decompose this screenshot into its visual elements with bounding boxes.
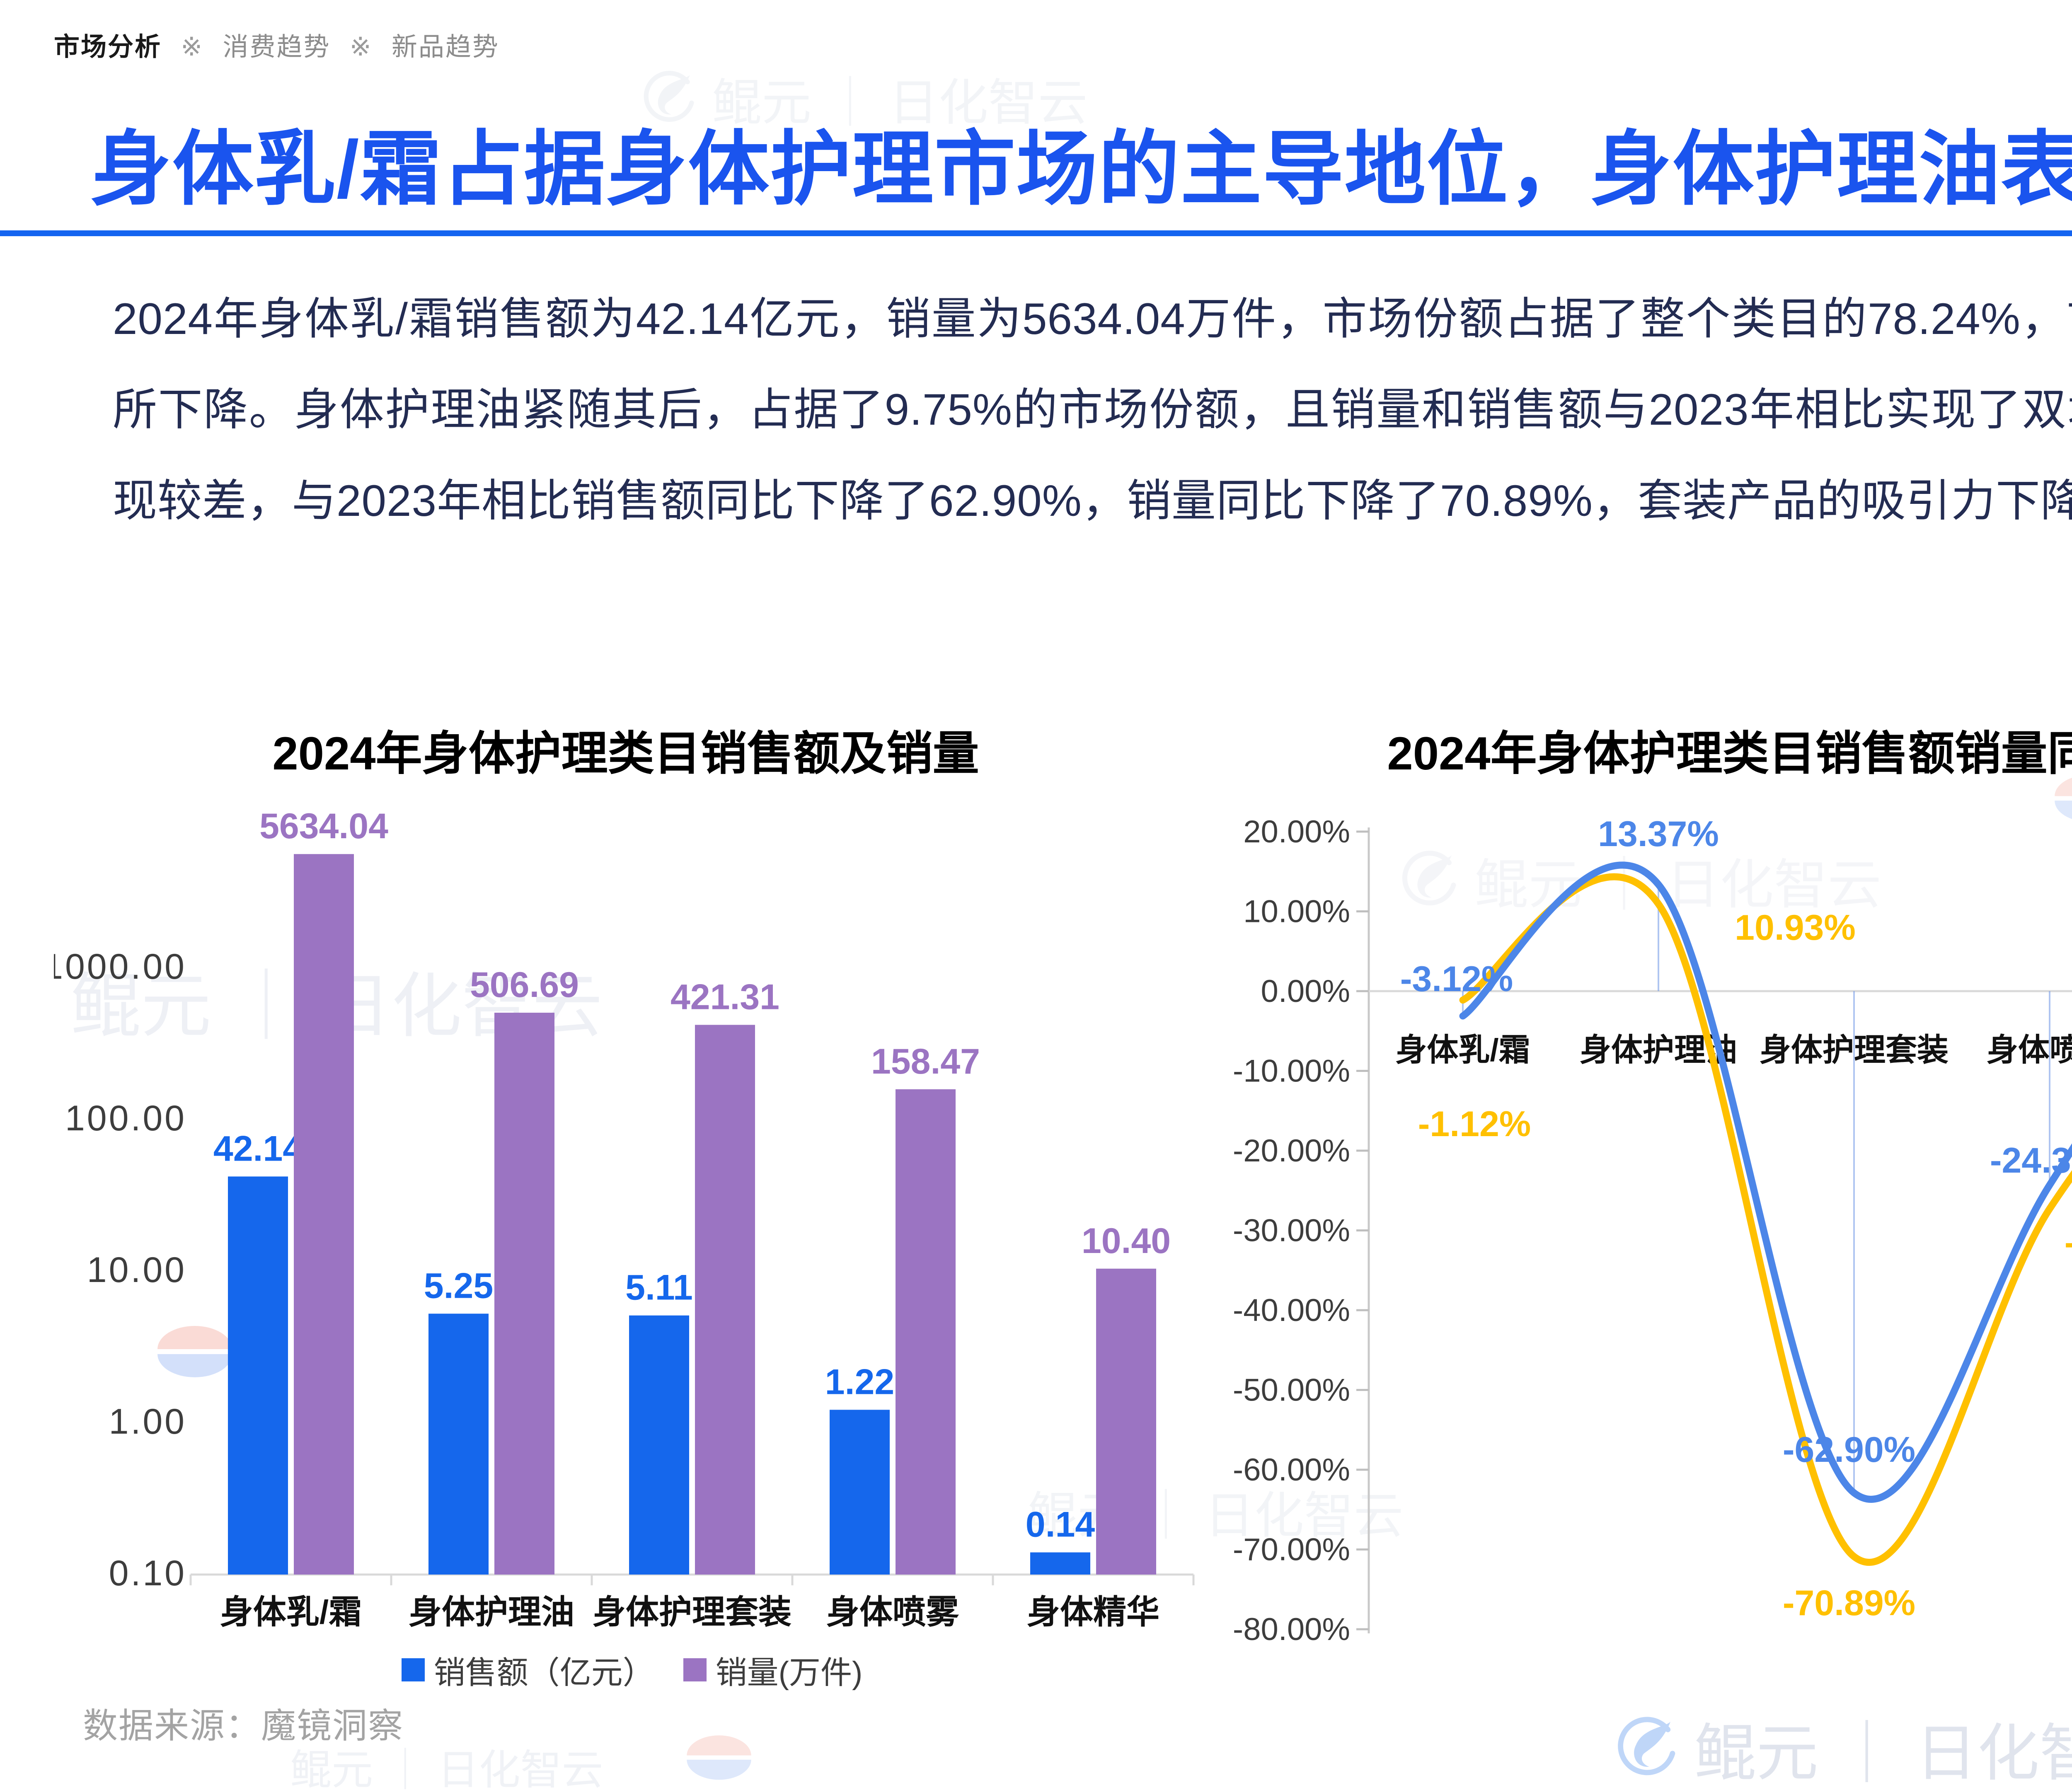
chart-text: 身体精华 bbox=[1027, 1594, 1159, 1630]
header-divider bbox=[0, 230, 2072, 236]
chart-text: -62.90% bbox=[1783, 1430, 1915, 1470]
chart-text: 身体喷雾 bbox=[1987, 1033, 2072, 1068]
bar-chart: 1000.00 100.00 10.00 1.00 0.10 42.14 5.25 5.11 1… bbox=[43, 700, 1210, 1761]
chart-text: -27.29% bbox=[2065, 1223, 2072, 1263]
chart-text: 506.69 bbox=[470, 965, 579, 1005]
chart-text: 身体乳/霜 bbox=[220, 1594, 362, 1630]
chart-text: 10.00 bbox=[87, 1250, 186, 1290]
chart-text: -10.00% bbox=[1233, 1054, 1350, 1089]
chart-text: 10.00% bbox=[1243, 894, 1350, 929]
chart-text: -1.12% bbox=[1418, 1104, 1531, 1144]
chart-text: 0.00% bbox=[1261, 974, 1351, 1009]
line-chart-canvas: 20.00% 10.00% 0.00% -10.00% -20.00% -30.00% -4… bbox=[1233, 814, 2072, 1647]
line-series-销售额同比 bbox=[1459, 861, 2072, 1503]
bar-身体护理套装-销量(万件) bbox=[695, 1025, 755, 1575]
breadcrumb-item-consumer-trend[interactable]: 消费趋势 bbox=[223, 33, 331, 61]
chart-text: -24.31% bbox=[1990, 1141, 2072, 1180]
bar-身体护理油-销售额（亿元） bbox=[428, 1313, 489, 1575]
line-series-销量同比 bbox=[1459, 873, 2072, 1566]
bar-身体精华-销售额（亿元） bbox=[1030, 1552, 1090, 1575]
breadcrumb-separator: ※ bbox=[181, 33, 204, 61]
bar-chart-title: 2024年身体护理类目销售额及销量 bbox=[272, 728, 979, 779]
chart-text: 身体护理套装 bbox=[593, 1594, 792, 1630]
summary-paragraph: 2024年身体乳/霜销售额为42.14亿元，销量为5634.04万件，市场份额占… bbox=[113, 294, 2072, 525]
chart-text: 0.10 bbox=[109, 1553, 186, 1593]
chart-text: 10.93% bbox=[1735, 908, 1856, 948]
data-source: 数据来源：魔镜洞察 bbox=[83, 1706, 404, 1745]
chart-text: -50.00% bbox=[1233, 1373, 1350, 1408]
chart-text: 1.22 bbox=[825, 1362, 894, 1402]
breadcrumb: 市场分析 ※ 消费趋势 ※ 新品趋势 bbox=[54, 26, 499, 63]
chart-text: -3.12% bbox=[1400, 959, 1513, 999]
legend-label: 销量(万件) bbox=[715, 1655, 863, 1691]
breadcrumb-separator: ※ bbox=[349, 33, 373, 61]
chart-text: -70.00% bbox=[1233, 1532, 1350, 1567]
line-chart: 20.00% 10.00% 0.00% -10.00% -20.00% -30.00% -4… bbox=[1222, 700, 2072, 1761]
bar-身体护理套装-销售额（亿元） bbox=[629, 1315, 689, 1575]
chart-text: 身体乳/霜 bbox=[1395, 1033, 1530, 1068]
line-chart-title: 2024年身体护理类目销售额销量同比 bbox=[1387, 728, 2072, 779]
bar-身体乳/霜-销售额（亿元） bbox=[228, 1176, 288, 1575]
bar-chart-legend: 销售额（亿元） 销量(万件) bbox=[54, 1647, 1210, 1693]
chart-text: 1.00 bbox=[109, 1402, 186, 1442]
chart-text: 421.31 bbox=[670, 977, 779, 1017]
chart-text: 42.14 bbox=[213, 1129, 303, 1168]
chart-text: -40.00% bbox=[1233, 1293, 1350, 1328]
legend-label: 销售额（亿元） bbox=[433, 1655, 654, 1691]
bar-身体精华-销量(万件) bbox=[1096, 1268, 1156, 1575]
chart-text: 5.11 bbox=[625, 1268, 693, 1308]
chart-text: 20.00% bbox=[1243, 814, 1350, 849]
legend-swatch bbox=[401, 1658, 425, 1681]
legend-swatch bbox=[683, 1658, 707, 1681]
bar-身体乳/霜-销量(万件) bbox=[294, 854, 354, 1575]
chart-text: 13.37% bbox=[1598, 814, 1719, 854]
chart-text: -30.00% bbox=[1233, 1213, 1350, 1248]
chart-text: -80.00% bbox=[1233, 1612, 1350, 1647]
chart-text: 身体喷雾 bbox=[826, 1594, 959, 1630]
page-title: 身体乳/霜占据身体护理市场的主导地位，身体护理油表现亮眼 bbox=[90, 124, 2072, 215]
bar-身体喷雾-销量(万件) bbox=[896, 1089, 956, 1575]
chart-text: 158.47 bbox=[871, 1042, 980, 1081]
legend-item: 销售额（亿元） bbox=[401, 1647, 654, 1693]
chart-text: 5634.04 bbox=[259, 806, 388, 846]
breadcrumb-item-new-product-trend[interactable]: 新品趋势 bbox=[391, 33, 499, 61]
breadcrumb-item-market-analysis[interactable]: 市场分析 bbox=[54, 33, 162, 61]
bar-chart-canvas: 1000.00 100.00 10.00 1.00 0.10 42.14 5.25 5.11 1… bbox=[43, 806, 1195, 1630]
chart-text: 0.14 bbox=[1026, 1505, 1095, 1545]
bar-身体喷雾-销售额（亿元） bbox=[830, 1410, 890, 1575]
chart-text: 100.00 bbox=[65, 1098, 186, 1138]
chart-text: -20.00% bbox=[1233, 1133, 1350, 1168]
chart-text: -60.00% bbox=[1233, 1452, 1350, 1488]
chart-text: 身体护理油 bbox=[409, 1594, 574, 1630]
legend-item: 销量(万件) bbox=[683, 1647, 863, 1693]
bar-身体护理油-销量(万件) bbox=[494, 1013, 554, 1575]
chart-text: 5.25 bbox=[424, 1266, 493, 1306]
chart-text: 10.40 bbox=[1082, 1221, 1171, 1261]
chart-text: -70.89% bbox=[1783, 1583, 1915, 1623]
chart-text: 1000.00 bbox=[54, 947, 186, 987]
